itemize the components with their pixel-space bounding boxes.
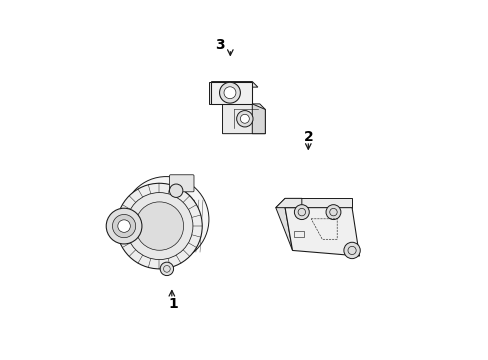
Circle shape — [126, 193, 193, 260]
Text: 3: 3 — [214, 38, 224, 52]
FancyBboxPatch shape — [169, 175, 194, 192]
Circle shape — [236, 111, 252, 127]
Text: 2: 2 — [303, 130, 312, 144]
FancyBboxPatch shape — [209, 82, 217, 104]
Polygon shape — [285, 198, 351, 208]
Circle shape — [294, 205, 308, 220]
Circle shape — [219, 82, 240, 103]
Circle shape — [123, 176, 208, 262]
Circle shape — [325, 205, 340, 220]
Polygon shape — [211, 82, 252, 104]
Text: 1: 1 — [168, 297, 178, 311]
Circle shape — [224, 87, 235, 99]
Polygon shape — [275, 198, 292, 251]
Polygon shape — [222, 104, 265, 134]
Circle shape — [117, 183, 202, 269]
Polygon shape — [285, 208, 359, 256]
Circle shape — [240, 114, 249, 123]
Circle shape — [169, 184, 183, 197]
Circle shape — [343, 242, 360, 258]
Polygon shape — [211, 82, 257, 87]
Polygon shape — [252, 104, 265, 134]
Circle shape — [118, 220, 130, 232]
Circle shape — [112, 215, 135, 238]
Circle shape — [160, 262, 173, 275]
Polygon shape — [275, 198, 301, 208]
Circle shape — [106, 208, 142, 244]
Circle shape — [135, 202, 183, 250]
